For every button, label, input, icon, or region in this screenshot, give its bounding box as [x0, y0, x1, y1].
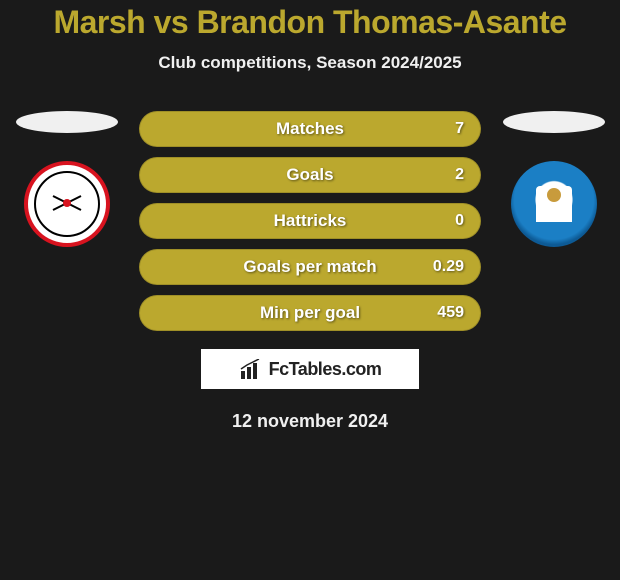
- stat-label: Matches: [276, 119, 344, 139]
- stat-value: 459: [437, 304, 464, 322]
- stat-bar-min-per-goal: Min per goal 459: [139, 295, 481, 331]
- stat-label: Goals per match: [243, 257, 376, 277]
- stat-bar-matches: Matches 7: [139, 111, 481, 147]
- page-title: Marsh vs Brandon Thomas-Asante: [0, 4, 620, 41]
- stats-row: Matches 7 Goals 2 Hattricks 0 Goals per …: [0, 111, 620, 331]
- source-logo-text: FcTables.com: [269, 359, 382, 380]
- right-club-column: [501, 111, 606, 247]
- right-club-badge-inner: [536, 186, 572, 222]
- stat-value: 0: [455, 212, 464, 230]
- left-club-badge-inner: [47, 188, 87, 220]
- stat-value: 2: [455, 166, 464, 184]
- comparison-card: Marsh vs Brandon Thomas-Asante Club comp…: [0, 0, 620, 432]
- stat-label: Goals: [286, 165, 333, 185]
- stat-label: Min per goal: [260, 303, 360, 323]
- right-player-ellipse: [503, 111, 605, 133]
- source-logo[interactable]: FcTables.com: [201, 349, 419, 389]
- chart-icon: [239, 359, 263, 379]
- stat-value: 0.29: [433, 258, 464, 276]
- stat-bar-goals-per-match: Goals per match 0.29: [139, 249, 481, 285]
- left-club-column: [14, 111, 119, 247]
- right-club-badge: [511, 161, 597, 247]
- stat-bar-hattricks: Hattricks 0: [139, 203, 481, 239]
- stats-list: Matches 7 Goals 2 Hattricks 0 Goals per …: [139, 111, 481, 331]
- left-club-badge: [24, 161, 110, 247]
- stat-label: Hattricks: [274, 211, 347, 231]
- date-text: 12 november 2024: [0, 411, 620, 432]
- stat-bar-goals: Goals 2: [139, 157, 481, 193]
- stat-value: 7: [455, 120, 464, 138]
- left-player-ellipse: [16, 111, 118, 133]
- subtitle: Club competitions, Season 2024/2025: [0, 53, 620, 73]
